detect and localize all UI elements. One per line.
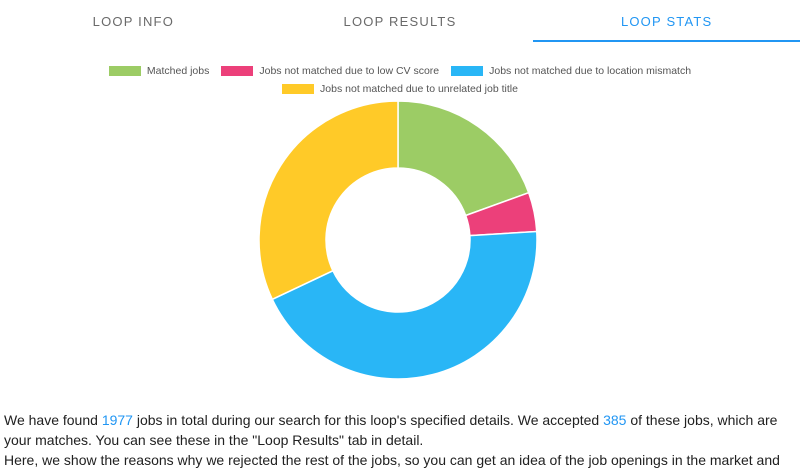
summary-paragraph-1: We have found 1977 jobs in total during …	[4, 410, 796, 450]
legend-swatch	[108, 66, 141, 76]
legend-label: Jobs not matched due to unrelated job ti…	[320, 83, 518, 95]
legend-swatch	[282, 84, 315, 94]
tab-loop-stats[interactable]: LOOP STATS	[533, 0, 800, 42]
tab-loop-results[interactable]: LOOP RESULTS	[343, 13, 457, 29]
summary-text-fragment: of these jobs, which are your matches. Y…	[4, 412, 778, 448]
summary-paragraph-2: Here, we show the reasons why we rejecte…	[4, 452, 780, 468]
legend-label: Jobs not matched due to location mismatc…	[489, 65, 692, 77]
summary-text: We have found 1977 jobs in total during …	[4, 410, 796, 470]
chart-slice-0[interactable]	[397, 100, 530, 217]
chart-legend: Matched jobs Jobs not matched due to low…	[0, 62, 800, 98]
legend-label: Jobs not matched due to low CV score	[259, 65, 440, 77]
legend-item-location[interactable]: Jobs not matched due to location mismatc…	[451, 65, 691, 77]
summary-text-fragment: We have found	[4, 412, 102, 428]
legend-item-matched[interactable]: Matched jobs	[108, 65, 210, 77]
chart-slice-3[interactable]	[258, 100, 399, 301]
legend-label: Matched jobs	[146, 65, 210, 77]
summary-text-fragment: jobs in total during our search for this…	[132, 412, 604, 428]
legend-item-unrelated-title[interactable]: Jobs not matched due to unrelated job ti…	[282, 83, 518, 95]
chart-slice-2[interactable]	[271, 230, 538, 380]
tab-loop-info[interactable]: LOOP INFO	[92, 13, 175, 29]
accepted-jobs-count: 385	[603, 412, 627, 428]
tab-bar: LOOP INFO LOOP RESULTS LOOP STATS	[0, 0, 800, 42]
legend-swatch	[221, 66, 254, 76]
legend-swatch	[451, 66, 484, 76]
doughnut-chart	[258, 100, 538, 380]
total-jobs-count: 1977	[101, 412, 133, 428]
legend-item-low-cv[interactable]: Jobs not matched due to low CV score	[221, 65, 439, 77]
